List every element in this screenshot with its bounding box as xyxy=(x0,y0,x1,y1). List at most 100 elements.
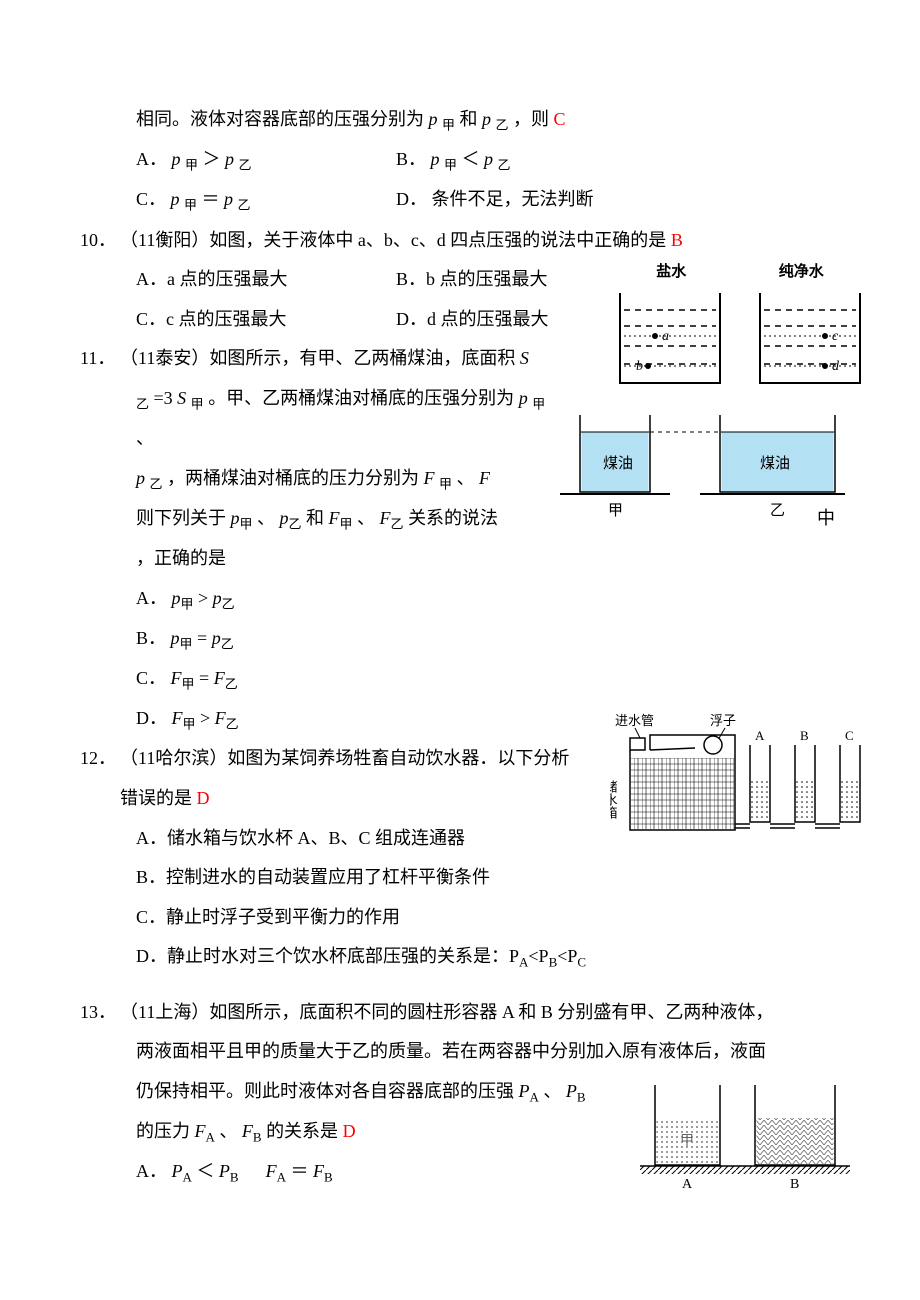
option-row: C． p 甲 ＝ p 乙 D． 条件不足，无法判断 xyxy=(80,180,840,220)
op: > xyxy=(200,708,210,728)
containers-svg: a b c d xyxy=(610,288,870,393)
svg-text:d: d xyxy=(832,359,840,374)
var: F xyxy=(266,1161,277,1181)
var: F xyxy=(380,508,391,528)
sub: 乙 xyxy=(136,397,149,412)
label-pure: 纯净水 xyxy=(779,255,824,288)
op: ＝ xyxy=(290,1161,308,1181)
sub: 乙 xyxy=(289,517,302,532)
text: 和 xyxy=(460,109,478,129)
q10-figure: 盐水 纯净水 xyxy=(610,255,870,385)
sub: B xyxy=(577,1089,586,1104)
text: ，则 xyxy=(513,109,549,129)
var: p xyxy=(213,588,222,608)
q13-line2: 两液面相平且甲的质量大于乙的质量。若在两容器中分别加入原有液体后，液面 xyxy=(80,1032,840,1072)
sub: 甲 xyxy=(182,677,195,692)
text: D．静止时水对三个饮水杯底部压强的关系是：P xyxy=(136,946,519,966)
sub: 乙 xyxy=(222,596,235,611)
svg-text:c: c xyxy=(832,329,839,344)
sub: A xyxy=(530,1089,539,1104)
label: C． xyxy=(136,668,166,688)
gap xyxy=(243,1161,261,1181)
option-d: D．静止时水对三个饮水杯底部压强的关系是：PA<PB<PC xyxy=(80,937,840,977)
label: A． xyxy=(136,149,167,169)
var: F xyxy=(215,708,226,728)
text: 关系的说法 xyxy=(408,508,498,528)
sub: B xyxy=(253,1130,262,1145)
answer: D xyxy=(197,788,210,808)
op: ＜ xyxy=(196,1161,214,1181)
var: p xyxy=(225,149,234,169)
label-salt: 盐水 xyxy=(656,255,686,288)
var: p xyxy=(231,508,240,528)
sub: 甲 xyxy=(181,596,194,611)
text: ，两桶煤油对桶底的压力分别为 xyxy=(167,468,419,488)
q12-figure: 进水管 浮子 A B C xyxy=(610,710,870,850)
text: （11泰安）如图所示，有甲、乙两桶煤油，底面积 xyxy=(120,348,515,368)
option-d: D． 条件不足，无法判断 xyxy=(396,180,594,220)
question-text: （11上海）如图所示，底面积不同的圆柱形容器 A 和 B 分别盛有甲、乙两种液体… xyxy=(120,993,840,1033)
label: A． xyxy=(136,1161,167,1181)
svg-text:浮子: 浮子 xyxy=(710,713,736,728)
var: P xyxy=(219,1161,230,1181)
sub: 甲 xyxy=(191,397,204,412)
text: （11哈尔滨）如图为某饲养场牲畜自动饮水器．以下分析错误的是 xyxy=(120,748,569,808)
svg-text:b: b xyxy=(636,359,643,374)
sub: 甲 xyxy=(183,717,196,732)
sub: B xyxy=(549,955,558,970)
text: 。甲、乙两桶煤油对桶底的压强分别为 xyxy=(208,388,514,408)
text: 、 xyxy=(457,468,475,488)
answer: C xyxy=(554,109,566,129)
var: F xyxy=(329,508,340,528)
op: = xyxy=(197,628,207,648)
text: （11上海）如图所示，底面积不同的圆柱形容器 A 和 B 分别盛有甲、乙两种液体… xyxy=(120,1002,773,1022)
var: p xyxy=(212,628,221,648)
text: 、 xyxy=(357,508,375,528)
question-number: 13． xyxy=(80,993,120,1033)
svg-text:B: B xyxy=(790,1177,799,1190)
text: 条件不足，无法判断 xyxy=(432,189,594,209)
sub: B xyxy=(230,1170,239,1185)
var: p xyxy=(280,508,289,528)
label: C． xyxy=(136,189,166,209)
question-number: 10． xyxy=(80,221,120,261)
svg-text:煤油: 煤油 xyxy=(760,455,790,472)
page: 相同。液体对容器底部的压强分别为 p 甲 和 p 乙 ，则 C A． p 甲 ＞… xyxy=(0,0,920,1252)
sub: 乙 xyxy=(498,158,511,173)
var: p xyxy=(172,588,181,608)
sub: 甲 xyxy=(532,397,545,412)
var: p xyxy=(172,149,181,169)
option-b: B． p甲 = p乙 xyxy=(80,619,840,659)
sub: 乙 xyxy=(238,198,251,213)
text: =3 xyxy=(154,388,173,408)
sub: 甲 xyxy=(185,158,198,173)
option-c: C．静止时浮子受到平衡力的作用 xyxy=(80,898,840,938)
label: D． xyxy=(396,189,427,209)
option-b: B． p 甲 ＜ p 乙 xyxy=(396,140,511,180)
text: <P xyxy=(557,946,577,966)
option-b: B．控制进水的自动装置应用了杠杆平衡条件 xyxy=(80,858,840,898)
sub: 甲 xyxy=(180,636,193,651)
option-a: A． p甲 > p乙 xyxy=(80,579,840,619)
text: 、 xyxy=(136,428,154,448)
q13: 13． （11上海）如图所示，底面积不同的圆柱形容器 A 和 B 分别盛有甲、乙… xyxy=(80,993,840,1033)
var: S xyxy=(177,388,186,408)
var: p xyxy=(519,388,528,408)
text: 的压力 xyxy=(136,1121,190,1141)
q11-figure: 煤油 煤油 甲 乙 xyxy=(555,410,845,525)
text: （11衡阳）如图，关于液体中 a、b、c、d 四点压强的说法中正确的是 xyxy=(120,230,666,250)
var: F xyxy=(171,668,182,688)
sub: A xyxy=(277,1170,286,1185)
q-cont-line: 相同。液体对容器底部的压强分别为 p 甲 和 p 乙 ，则 C xyxy=(80,100,840,140)
var: F xyxy=(172,708,183,728)
var: p xyxy=(171,189,180,209)
var: p xyxy=(482,109,491,129)
option-d: D．d 点的压强最大 xyxy=(396,300,549,340)
var: F xyxy=(424,468,435,488)
svg-text:A: A xyxy=(755,728,765,743)
sub: A xyxy=(183,1170,192,1185)
label: B． xyxy=(396,149,426,169)
cylinders-svg: 甲 A B xyxy=(640,1080,850,1190)
sub: 甲 xyxy=(439,476,452,491)
sub: 乙 xyxy=(225,677,238,692)
